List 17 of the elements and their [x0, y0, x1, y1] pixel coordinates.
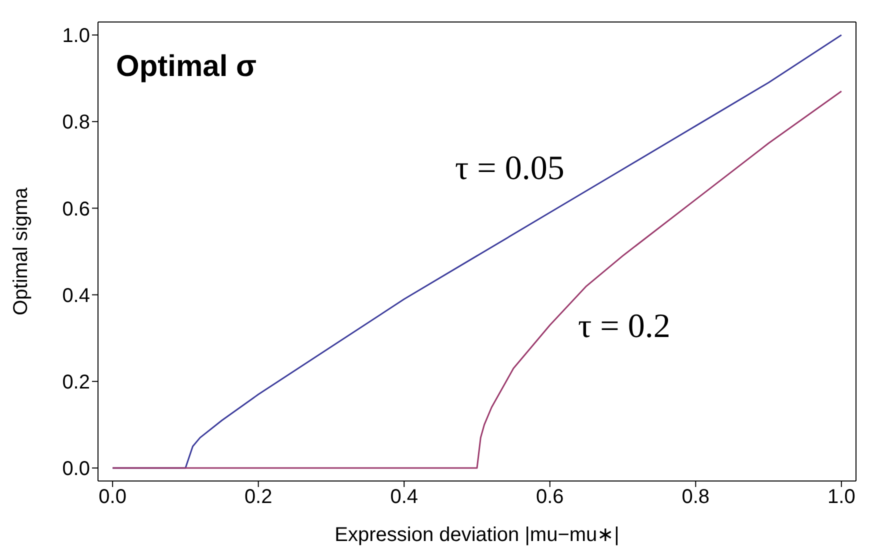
x-tick-label: 0.2	[244, 486, 272, 508]
x-axis-title: Expression deviation |mu−mu∗|	[334, 524, 620, 546]
x-tick-label: 0.8	[682, 486, 710, 508]
x-tick-label: 0.0	[98, 486, 126, 508]
x-tick-label: 1.0	[828, 486, 856, 508]
x-tick-label: 0.4	[390, 486, 418, 508]
y-tick-label: 0.8	[62, 112, 90, 134]
y-tick-label: 0.4	[62, 284, 90, 307]
y-tick-label: 0.2	[62, 372, 90, 394]
annotation: τ = 0.2	[578, 308, 670, 346]
annotation: τ = 0.05	[455, 150, 564, 188]
y-tick-label: 0.6	[62, 198, 90, 220]
y-axis-title: Optimal sigma	[10, 186, 32, 316]
text: Optimal σ	[116, 50, 257, 84]
y-tick-label: 0.0	[62, 458, 90, 480]
x-tick-label: 0.6	[536, 486, 564, 508]
y-tick-label: 1.0	[62, 25, 90, 48]
